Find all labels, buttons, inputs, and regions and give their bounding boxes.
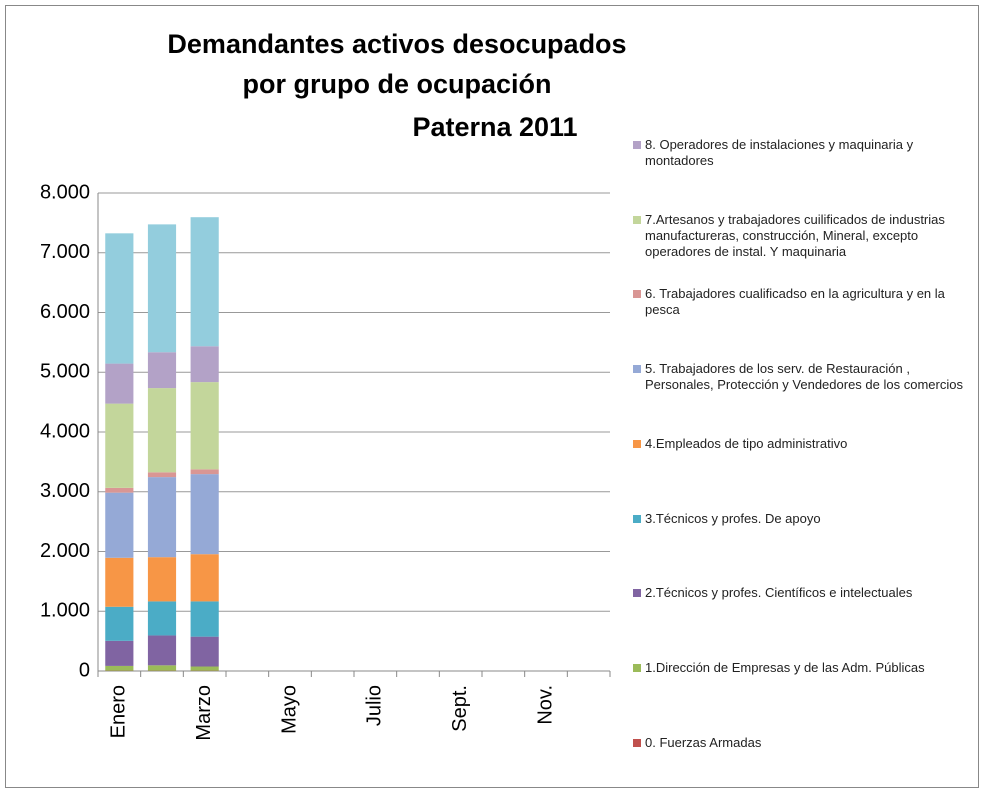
bar-segment xyxy=(190,554,219,602)
x-tick-label: Nov. xyxy=(534,685,556,725)
bar-segment xyxy=(147,635,177,666)
bar-segment xyxy=(105,492,134,558)
bar-segment xyxy=(105,665,134,671)
bar-segment xyxy=(190,217,219,347)
legend-item: 3.Técnicos y profes. De apoyo xyxy=(633,511,978,527)
legend-label: 6. Trabajadores cualificadso en la agric… xyxy=(645,286,945,318)
bar-segment xyxy=(147,665,177,671)
bar-segment xyxy=(190,474,219,555)
legend-swatch xyxy=(633,215,641,224)
bar-segment xyxy=(105,640,134,666)
legend-label: 2.Técnicos y profes. Científicos e intel… xyxy=(645,585,913,601)
y-tick-label: 4.000 xyxy=(40,420,90,442)
legend-label: 4.Empleados de tipo administrativo xyxy=(645,435,848,451)
bar-segment xyxy=(105,557,134,607)
y-tick-label: 1.000 xyxy=(40,600,90,622)
bar-segment xyxy=(190,346,219,383)
y-tick-label: 0 xyxy=(79,659,90,681)
legend-item: 0. Fuerzas Armadas xyxy=(633,735,978,751)
x-tick-label: Sept. xyxy=(449,685,471,732)
bar-segment xyxy=(147,557,177,602)
bar-segment xyxy=(147,477,177,558)
y-tick-label: 3.000 xyxy=(40,480,90,502)
bar-segment xyxy=(190,601,219,637)
legend-item: 1.Dirección de Empresas y de las Adm. Pú… xyxy=(633,660,978,676)
legend-swatch xyxy=(633,514,641,523)
legend-label: 8. Operadores de instalaciones y maquina… xyxy=(645,137,914,168)
legend-label: 5. Trabajadores de los serv. de Restaura… xyxy=(645,361,963,393)
legend-swatch xyxy=(633,738,641,747)
y-tick-label: 5.000 xyxy=(40,361,90,383)
y-tick-label: 7.000 xyxy=(40,241,90,263)
bar-segment xyxy=(147,352,177,389)
legend-label: 0. Fuerzas Armadas xyxy=(645,734,762,750)
y-tick-label: 8.000 xyxy=(40,181,90,203)
legend-label: 3.Técnicos y profes. De apoyo xyxy=(645,510,821,526)
legend-swatch xyxy=(633,589,641,598)
bar-segment xyxy=(190,636,219,667)
bar-segment xyxy=(147,224,177,353)
x-tick-label: Mayo xyxy=(278,685,300,734)
bar-segment xyxy=(147,472,177,478)
bar-segment xyxy=(190,666,219,671)
legend-swatch xyxy=(633,439,641,448)
legend-item: 8. Operadores de instalaciones y maquina… xyxy=(633,137,978,169)
bar-segment xyxy=(105,363,134,404)
x-tick-label: Enero xyxy=(108,685,130,738)
x-tick-label: Marzo xyxy=(193,685,215,741)
bar-segment xyxy=(105,606,134,641)
chart-title: Paterna 2011 xyxy=(412,112,577,142)
y-tick-label: 2.000 xyxy=(40,540,90,562)
bar-segment xyxy=(147,388,177,473)
legend-label: 7.Artesanos y trabajadores cuilificados … xyxy=(645,211,945,259)
legend-item: 6. Trabajadores cualificadso en la agric… xyxy=(633,286,978,318)
legend-swatch xyxy=(633,141,641,149)
bar-segment xyxy=(105,487,134,493)
bar-segment xyxy=(105,233,134,364)
legend-item: 7.Artesanos y trabajadores cuilificados … xyxy=(633,212,978,260)
legend-swatch xyxy=(633,663,641,672)
chart-title: por grupo de ocupación xyxy=(243,69,552,99)
legend-item: 4.Empleados de tipo administrativo xyxy=(633,436,978,452)
legend-label: 1.Dirección de Empresas y de las Adm. Pú… xyxy=(645,659,925,675)
bar-segment xyxy=(147,601,177,636)
y-tick-label: 6.000 xyxy=(40,301,90,323)
bar-segment xyxy=(190,469,219,475)
bar-segment xyxy=(190,382,219,470)
legend-item: 2.Técnicos y profes. Científicos e intel… xyxy=(633,585,978,601)
chart-title: Demandantes activos desocupados xyxy=(167,29,626,59)
legend-swatch xyxy=(633,290,641,299)
bar-segment xyxy=(105,403,134,488)
legend-swatch xyxy=(633,365,641,374)
legend-item: 5. Trabajadores de los serv. de Restaura… xyxy=(633,361,978,393)
x-tick-label: Julio xyxy=(364,685,386,726)
